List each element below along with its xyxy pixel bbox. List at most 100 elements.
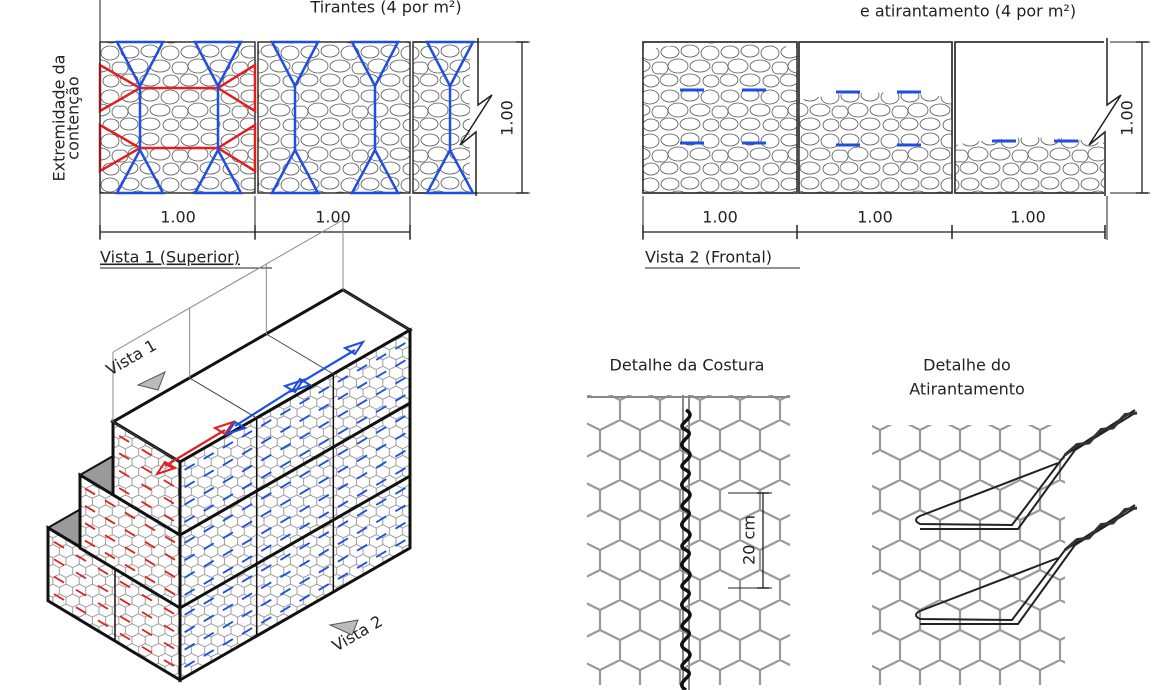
- cut-mask: [470, 40, 530, 196]
- dim-label: 1.00: [857, 208, 893, 227]
- tie-dash: [375, 353, 387, 361]
- tie-dash: [84, 505, 96, 513]
- tie-dash: [356, 561, 368, 569]
- tie-dash: [163, 479, 175, 487]
- tie-dash: [394, 504, 406, 513]
- tie-dash: [299, 542, 311, 550]
- tie-dash: [318, 386, 330, 394]
- tie-dash: [203, 559, 215, 568]
- tie-dash: [163, 514, 175, 522]
- tie-dash: [97, 602, 109, 610]
- tie-dash: [394, 376, 406, 385]
- tie-dash: [260, 453, 272, 462]
- tie-dash: [75, 589, 87, 597]
- tie-dash: [279, 460, 291, 468]
- tie-blue: [269, 40, 321, 89]
- tie-dash: [279, 533, 291, 541]
- tie-dash: [241, 520, 253, 529]
- tie-dash: [318, 548, 330, 557]
- detail-title: Atirantamento: [909, 380, 1025, 399]
- tie-dash: [97, 567, 109, 576]
- tie-dash: [222, 586, 234, 594]
- tie-dash: [141, 628, 153, 637]
- stone-fill: [955, 137, 1105, 193]
- tie-dash: [164, 570, 176, 578]
- tie-dash: [222, 475, 234, 484]
- tie-dash: [184, 515, 196, 523]
- tie-top: [154, 460, 178, 476]
- tie-dash: [97, 619, 109, 628]
- tie-dash: [375, 550, 387, 558]
- tie-dash: [260, 598, 272, 607]
- tie-dash: [104, 551, 116, 560]
- tie-blue: [424, 147, 476, 195]
- cut-mask: [1104, 40, 1124, 196]
- tie-dash: [118, 469, 130, 478]
- tie-dash: [394, 432, 406, 441]
- tie-dash: [318, 476, 330, 485]
- tie-dash: [337, 427, 349, 435]
- dim-label: 20 cm: [740, 515, 759, 565]
- gabion-outline: [642, 41, 798, 194]
- tie-dash: [184, 625, 196, 634]
- tie-dash: [279, 515, 291, 524]
- tie-dash: [279, 570, 291, 579]
- tie-dash: [184, 497, 196, 506]
- tie-dash: [375, 405, 387, 413]
- tie-dash: [318, 420, 330, 429]
- tie-dash: [356, 381, 368, 390]
- tie-dash: [337, 375, 349, 383]
- break-line: [1088, 38, 1122, 196]
- tie-dash: [356, 398, 368, 407]
- tie-dash: [394, 521, 406, 530]
- tie-dash: [375, 426, 387, 434]
- tie-dash: [299, 487, 311, 496]
- tie-dash: [144, 523, 156, 532]
- tie-dash: [337, 520, 349, 528]
- dim-label: 1.00: [702, 208, 738, 227]
- tie-blue: [114, 147, 166, 195]
- dim-label: 1.00: [498, 100, 517, 136]
- tie-dash: [260, 509, 272, 518]
- tie-dash: [394, 359, 406, 368]
- tie-dash: [260, 492, 272, 500]
- tie-dash: [222, 531, 234, 540]
- tie-top: [212, 420, 236, 436]
- twist: [1064, 411, 1138, 457]
- dim-label: 1.00: [1118, 100, 1137, 136]
- tie-top: [282, 378, 306, 394]
- cell-edge: [342, 289, 411, 331]
- tie-dash: [260, 419, 272, 427]
- tie-dash: [84, 539, 96, 548]
- side-label: contenção: [64, 76, 83, 159]
- tie-dash: [84, 522, 96, 530]
- tie-dash: [119, 632, 131, 641]
- tie-dash: [260, 436, 272, 445]
- tie-dash: [119, 598, 131, 606]
- tie-dash: [318, 531, 330, 539]
- end-face-mesh: [46, 525, 182, 683]
- tie-top: [224, 420, 248, 436]
- tie-dash: [318, 438, 330, 446]
- dim-label: 1.00: [160, 208, 196, 227]
- tie-dash: [260, 581, 272, 590]
- tie-dash: [222, 514, 234, 522]
- tie-dash: [260, 564, 272, 572]
- tie-top: [299, 349, 356, 384]
- tie-dash: [184, 642, 196, 651]
- tie-dash: [184, 480, 196, 489]
- tie-blue: [192, 40, 244, 89]
- tie-dash: [299, 470, 311, 478]
- tie-dash: [299, 522, 311, 530]
- dim-label: 1.00: [1010, 208, 1046, 227]
- tie-dash: [203, 631, 215, 640]
- tie-dash: [203, 504, 215, 512]
- tie-dash: [203, 452, 215, 460]
- tie-dash: [279, 498, 291, 507]
- tie-dash: [141, 448, 152, 457]
- tie-dash: [299, 431, 311, 440]
- tie-dash: [337, 465, 349, 474]
- tie-dash: [141, 483, 152, 491]
- tie-dash: [241, 627, 253, 635]
- detail-title: Detalhe do: [923, 356, 1011, 375]
